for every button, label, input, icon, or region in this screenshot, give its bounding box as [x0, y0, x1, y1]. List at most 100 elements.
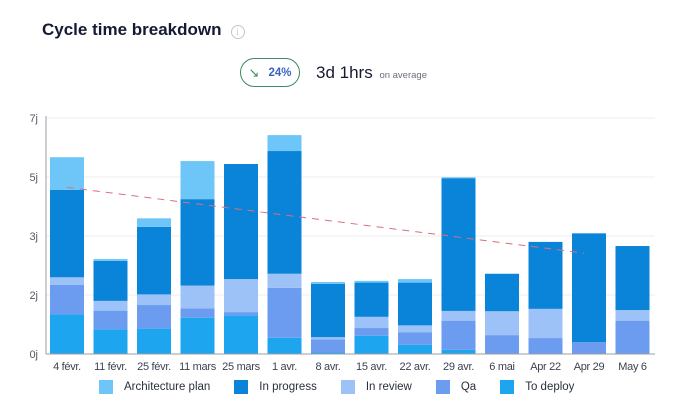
legend-swatch — [340, 380, 355, 394]
x-tick-label: 25 mars — [222, 361, 260, 373]
x-tick-label: Apr 29 — [574, 361, 605, 373]
bar-segment-architecture-plan — [441, 177, 476, 179]
bar-segment-in-progress — [354, 282, 389, 317]
bar-segment-qa — [137, 305, 171, 329]
bar-segment-to-deploy — [311, 352, 345, 354]
legend-swatch — [99, 380, 113, 394]
info-circle-icon[interactable]: i — [230, 24, 245, 39]
legend-swatch — [435, 380, 450, 394]
x-tick-label: 4 févr. — [53, 361, 81, 373]
legend-item-to-deploy[interactable]: To deploy — [500, 380, 574, 394]
x-tick-label: 8 avr. — [315, 361, 340, 373]
legend-item-qa[interactable]: Qa — [435, 380, 477, 394]
y-tick-label: 3j — [29, 231, 38, 243]
bar-segment-qa — [398, 332, 432, 345]
bar-segment-in-progress — [93, 260, 128, 301]
bar-segment-to-deploy — [441, 349, 476, 354]
chart-title: Cycle time breakdown — [42, 20, 222, 39]
bar-segment-architecture-plan — [354, 280, 389, 283]
average-suffix: on average — [379, 70, 427, 81]
bar-segment-in-review — [311, 337, 345, 340]
bar-segment-in-review — [224, 279, 258, 313]
bar-segment-in-review — [50, 277, 84, 285]
x-tick-label: 6 mai — [489, 361, 514, 373]
bar-segment-architecture-plan — [311, 282, 345, 284]
bar-segment-in-progress — [311, 283, 345, 338]
bar-segment-in-review — [485, 311, 519, 336]
bar-segment-in-progress — [615, 246, 650, 311]
y-tick-label: 7j — [29, 113, 38, 125]
bar-segment-architecture-plan — [50, 157, 84, 190]
trend-percent: 24% — [268, 66, 292, 79]
x-tick-label: 29 avr. — [443, 361, 474, 373]
bar-segment-to-deploy — [354, 335, 389, 354]
bar-segment-qa — [528, 338, 563, 354]
bar-segment-in-review — [180, 285, 215, 309]
bar-segment-qa — [572, 342, 606, 354]
bar-segment-in-progress — [224, 164, 258, 280]
bar-segment-in-progress — [137, 226, 171, 295]
legend-label: Architecture plan — [124, 381, 211, 393]
bar-segment-architecture-plan — [93, 259, 128, 261]
bar-segment-in-review — [267, 273, 302, 288]
x-tick-label: 25 févr. — [137, 361, 171, 373]
bar-segment-to-deploy — [398, 344, 432, 354]
legend-swatch — [500, 380, 515, 394]
x-tick-label: May 6 — [618, 361, 647, 373]
legend-label: In review — [365, 381, 412, 393]
bar-segment-qa — [93, 310, 128, 330]
legend-item-in-progress[interactable]: In progress — [234, 380, 317, 394]
bar-segment-in-progress — [398, 282, 432, 326]
bar-segment-in-progress — [441, 178, 476, 311]
trend-line — [66, 186, 585, 254]
average-cycle-time: 3d 1hrs on average — [316, 63, 427, 83]
y-tick-label: 0j — [29, 349, 38, 361]
x-tick-label: 1 avr. — [272, 361, 297, 373]
x-tick-label: 11 févr. — [94, 361, 127, 373]
legend-label: To deploy — [525, 381, 575, 393]
bar-segment-to-deploy — [93, 329, 128, 354]
average-value: 3d 1hrs — [316, 63, 373, 82]
trend-badge: ↘ 24% — [240, 58, 300, 87]
legend-item-architecture-plan[interactable]: Architecture plan — [99, 380, 210, 394]
x-tick-label: 22 avr. — [400, 361, 431, 373]
bar-segment-in-progress — [572, 233, 606, 343]
y-tick-label: 5j — [29, 172, 38, 184]
bar-segment-in-review — [93, 300, 128, 311]
bar-segment-to-deploy — [180, 317, 215, 354]
bar-segment-architecture-plan — [398, 279, 432, 283]
arrow-down-right-icon: ↘ — [248, 64, 260, 80]
bar-segment-qa — [267, 287, 302, 338]
bar-segment-to-deploy — [137, 328, 171, 354]
legend-item-in-review[interactable]: In review — [340, 380, 412, 394]
y-tick-label: 2j — [29, 290, 38, 302]
bar-segment-architecture-plan — [137, 218, 171, 227]
bar-segment-in-review — [528, 308, 563, 339]
bar-segment-qa — [180, 308, 215, 318]
bar-segment-in-progress — [267, 151, 302, 274]
bar-segment-in-review — [398, 325, 432, 333]
bar-segment-to-deploy — [267, 337, 302, 354]
legend-label: In progress — [259, 381, 317, 393]
bar-segment-in-review — [137, 294, 171, 306]
bar-segment-in-review — [615, 310, 650, 321]
x-tick-label: Apr 22 — [530, 361, 561, 373]
bar-segment-architecture-plan — [267, 135, 302, 152]
bar-segment-qa — [311, 339, 345, 353]
bar-segment-qa — [441, 320, 476, 350]
bar-segment-qa — [485, 335, 519, 354]
bar-segment-qa — [615, 320, 650, 354]
legend-label: Qa — [460, 381, 477, 393]
bar-segment-in-progress — [50, 189, 84, 278]
chart-header: Cycle time breakdown i — [42, 20, 245, 40]
bar-segment-in-progress — [528, 241, 563, 309]
bar-segment-qa — [50, 284, 84, 315]
chart-legend: Architecture plan In progress In review … — [99, 380, 598, 394]
bar-segment-architecture-plan — [180, 161, 215, 200]
bar-segment-qa — [224, 312, 258, 316]
legend-swatch — [234, 380, 249, 394]
x-tick-label: 15 avr. — [356, 361, 387, 373]
bar-segment-in-progress — [485, 273, 519, 312]
bar-segment-qa — [354, 328, 389, 336]
